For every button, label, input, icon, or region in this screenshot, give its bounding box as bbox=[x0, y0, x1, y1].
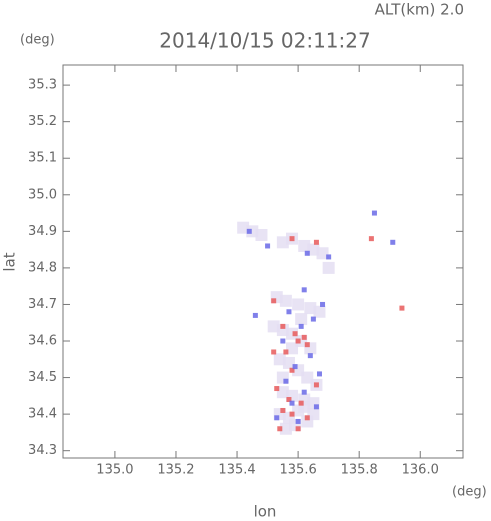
data-point bbox=[368, 236, 374, 242]
data-point bbox=[304, 415, 310, 421]
data-point bbox=[282, 356, 295, 369]
data-point bbox=[283, 378, 289, 384]
x-tick-label: 135.8 bbox=[341, 463, 378, 478]
data-point bbox=[276, 236, 289, 249]
data-point bbox=[307, 243, 320, 256]
data-point bbox=[316, 371, 322, 377]
data-point bbox=[237, 221, 250, 234]
data-point bbox=[322, 261, 335, 274]
x-tick-label: 136.0 bbox=[402, 463, 439, 478]
x-tick-label: 135.4 bbox=[218, 463, 255, 478]
data-point bbox=[289, 236, 295, 242]
data-point bbox=[304, 250, 310, 256]
chart-subtitle: ALT(km) 2.0 bbox=[375, 1, 464, 19]
data-point bbox=[276, 324, 289, 337]
data-point bbox=[286, 327, 299, 340]
data-point bbox=[298, 323, 304, 329]
data-point bbox=[279, 294, 292, 307]
data-point bbox=[286, 309, 292, 315]
y-tick-label: 35.1 bbox=[28, 151, 57, 166]
x-tick-label: 135.2 bbox=[157, 463, 194, 478]
data-point bbox=[271, 298, 277, 304]
data-point bbox=[307, 408, 320, 421]
data-point bbox=[304, 302, 317, 315]
y-tick-label: 34.7 bbox=[28, 297, 57, 312]
data-point bbox=[280, 338, 286, 344]
data-point bbox=[280, 407, 286, 413]
data-point bbox=[313, 305, 326, 318]
y-tick-label: 34.8 bbox=[28, 260, 57, 275]
data-point bbox=[246, 228, 252, 234]
data-point bbox=[283, 349, 289, 355]
data-point bbox=[301, 334, 307, 340]
data-point bbox=[276, 386, 289, 399]
data-point bbox=[286, 397, 292, 403]
data-point bbox=[295, 418, 301, 424]
y-tick-label: 35.3 bbox=[28, 78, 57, 93]
x-tick-label: 135.6 bbox=[280, 463, 317, 478]
data-point bbox=[289, 400, 295, 406]
data-point bbox=[298, 239, 311, 252]
data-point bbox=[252, 312, 258, 318]
data-point bbox=[304, 342, 310, 348]
y-unit: (deg) bbox=[20, 33, 55, 48]
data-point bbox=[390, 239, 396, 245]
data-point bbox=[313, 404, 319, 410]
data-point bbox=[274, 415, 280, 421]
data-point bbox=[273, 353, 286, 366]
data-point bbox=[295, 338, 301, 344]
plot-frame bbox=[62, 64, 464, 459]
data-point bbox=[289, 411, 295, 417]
data-point bbox=[307, 353, 313, 359]
data-point bbox=[316, 247, 329, 260]
data-point bbox=[301, 287, 307, 293]
chart-title: 2014/10/15 02:11:27 bbox=[159, 29, 370, 53]
y-tick-label: 34.3 bbox=[28, 443, 57, 458]
data-point bbox=[301, 371, 314, 384]
data-point bbox=[255, 228, 268, 241]
data-point bbox=[286, 342, 299, 355]
data-point bbox=[289, 367, 295, 373]
data-point bbox=[298, 400, 304, 406]
data-point bbox=[310, 316, 316, 322]
data-point bbox=[279, 422, 292, 435]
data-point bbox=[399, 305, 405, 311]
data-point bbox=[267, 320, 280, 333]
data-point bbox=[301, 389, 307, 395]
x-tick-label: 135.0 bbox=[96, 463, 133, 478]
y-tick-label: 34.5 bbox=[28, 370, 57, 385]
data-point bbox=[246, 225, 259, 238]
x-axis-label: lon bbox=[254, 503, 277, 521]
data-point bbox=[292, 364, 298, 370]
y-tick-label: 35.2 bbox=[28, 114, 57, 129]
data-point bbox=[271, 349, 277, 355]
y-tick-label: 34.4 bbox=[28, 407, 57, 422]
data-point bbox=[295, 426, 301, 432]
y-tick-label: 34.6 bbox=[28, 334, 57, 349]
y-tick-label: 35.0 bbox=[28, 187, 57, 202]
data-point bbox=[320, 301, 326, 307]
data-point bbox=[292, 331, 298, 337]
data-point bbox=[295, 313, 308, 326]
data-point bbox=[313, 239, 319, 245]
data-point bbox=[265, 243, 271, 249]
x-unit: (deg) bbox=[452, 485, 487, 500]
data-point bbox=[313, 382, 319, 388]
data-point bbox=[280, 323, 286, 329]
data-point bbox=[326, 254, 332, 260]
y-axis-label: lat bbox=[1, 252, 19, 271]
data-point bbox=[274, 386, 280, 392]
data-point bbox=[292, 298, 305, 311]
data-point bbox=[277, 426, 283, 432]
y-tick-label: 34.9 bbox=[28, 224, 57, 239]
data-point bbox=[371, 210, 377, 216]
